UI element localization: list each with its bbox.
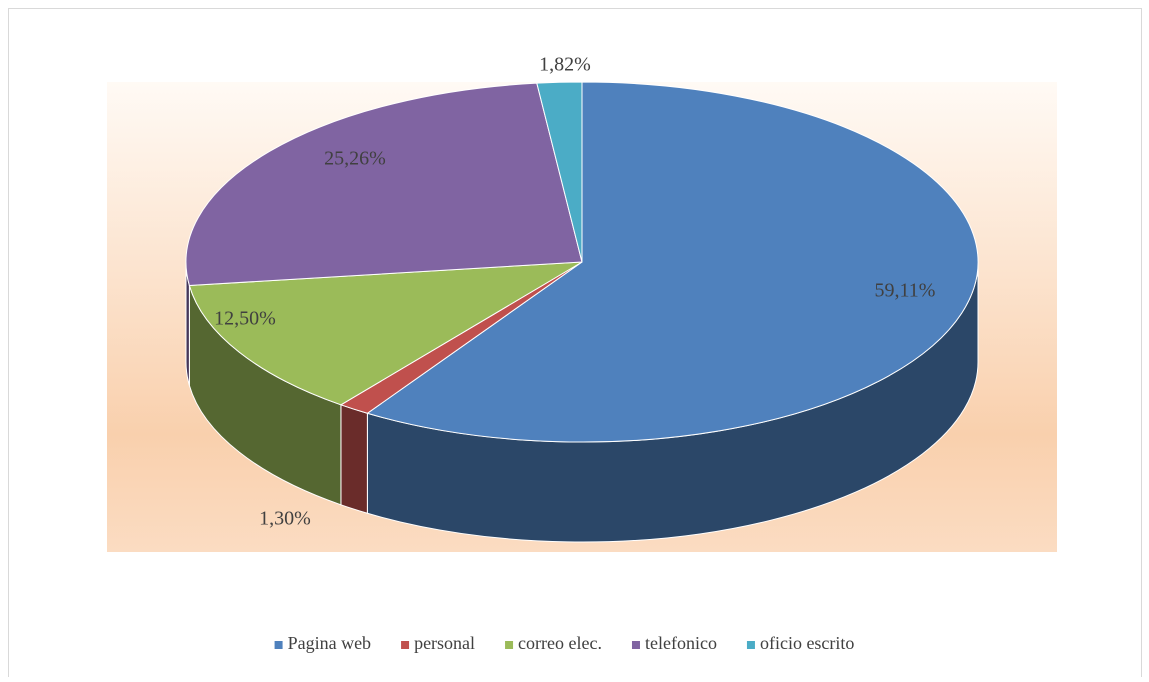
legend-label: oficio escrito (760, 633, 854, 653)
legend-label: telefonico (645, 633, 717, 653)
legend-swatch (631, 641, 640, 649)
slice-side (340, 404, 368, 514)
data-label: 59,11% (875, 280, 936, 302)
slice (188, 261, 583, 406)
legend-swatch (746, 641, 755, 649)
data-label: 1,30% (259, 508, 311, 530)
data-label: 12,50% (214, 308, 276, 330)
legend-label: Pagina web (288, 633, 371, 653)
legend: Pagina web personal correo elec. telefonico… (274, 633, 854, 653)
slice (536, 81, 583, 263)
data-label: 1,82% (539, 54, 591, 76)
data-label: 25,26% (324, 148, 386, 170)
slice (366, 81, 979, 443)
pie: 59,11% 1,30% 12,50% 25,26% 1,82% (185, 54, 979, 543)
legend-swatch (401, 641, 410, 649)
legend-swatch (505, 641, 514, 649)
slice (185, 82, 583, 287)
legend-swatch (274, 641, 283, 649)
legend-label: correo elec. (518, 633, 602, 653)
legend-label: personal (414, 633, 475, 653)
